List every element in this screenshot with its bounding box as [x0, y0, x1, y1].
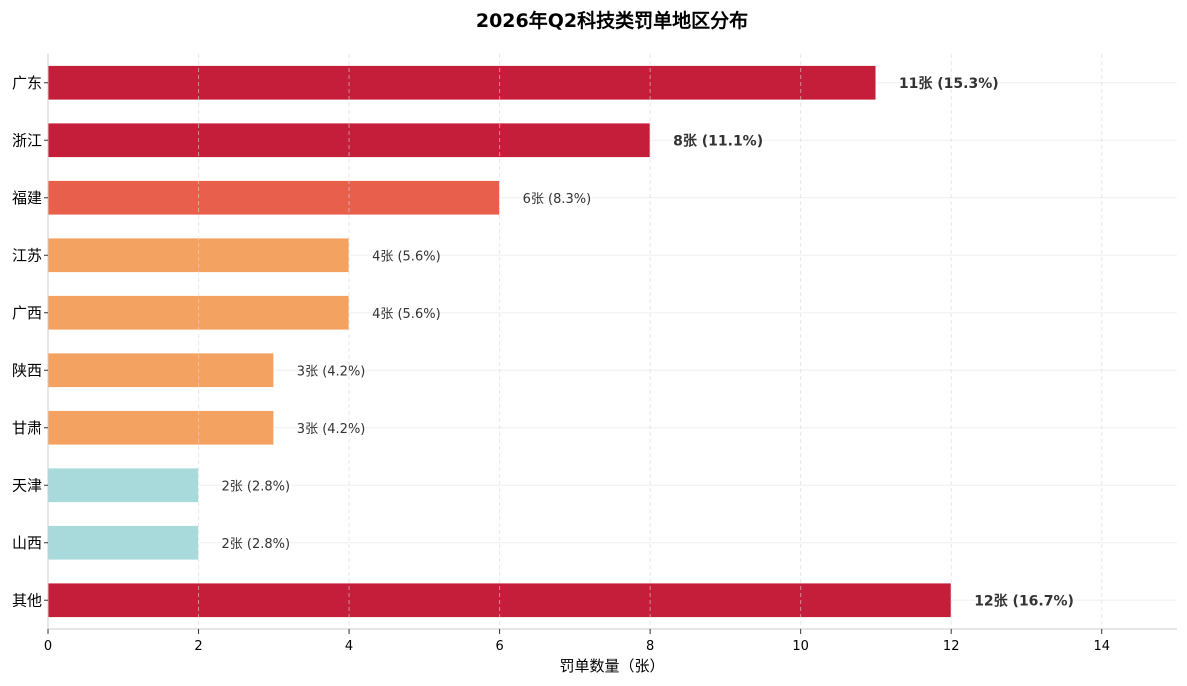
category-label: 浙江: [12, 131, 42, 149]
bar: [47, 410, 275, 446]
x-tick-label: 4: [345, 639, 353, 654]
bar: [47, 467, 199, 503]
data-label: 12张 (16.7%): [974, 593, 1074, 609]
chart-title: 2026年Q2科技类罚单地区分布: [476, 9, 748, 32]
x-tick-label: 2: [194, 639, 202, 654]
x-tick-label: 10: [792, 639, 809, 654]
category-label: 甘肃: [12, 419, 42, 437]
x-tick-label: 8: [646, 639, 654, 654]
data-label: 11张 (15.3%): [899, 76, 999, 92]
data-label: 6张 (8.3%): [523, 192, 592, 207]
bar: [47, 65, 877, 101]
data-label: 3张 (4.2%): [297, 422, 366, 437]
category-label: 山西: [12, 534, 42, 552]
axes: [47, 54, 1177, 630]
bar: [47, 352, 275, 388]
data-label: 8张 (11.1%): [673, 133, 763, 149]
category-label: 广西: [12, 304, 42, 322]
data-label: 2张 (2.8%): [222, 537, 291, 552]
category-label: 天津: [12, 476, 42, 494]
data-label: 4张 (5.6%): [372, 307, 441, 322]
data-label: 2张 (2.8%): [222, 479, 291, 494]
bar: [47, 525, 199, 561]
x-tick-label: 14: [1093, 639, 1110, 654]
x-tick-label: 6: [495, 639, 503, 654]
data-label: 4张 (5.6%): [372, 249, 441, 264]
bars: [47, 54, 1103, 629]
x-tick-label: 0: [44, 639, 52, 654]
x-ticks: 0 2 4 6 8 10 12 14: [44, 629, 1110, 654]
category-label: 陕西: [12, 361, 42, 379]
category-label: 广东: [12, 74, 42, 92]
bar: [47, 180, 501, 216]
data-label: 3张 (4.2%): [297, 364, 366, 379]
category-label: 其他: [12, 591, 42, 609]
data-labels: 11张 (15.3%) 8张 (11.1%) 6张 (8.3%) 4张 (5.6%) 4…: [222, 76, 1074, 610]
x-axis-label: 罚单数量（张）: [559, 657, 664, 675]
category-label: 福建: [12, 189, 42, 207]
category-label: 江苏: [12, 246, 42, 264]
x-tick-label: 12: [943, 639, 960, 654]
